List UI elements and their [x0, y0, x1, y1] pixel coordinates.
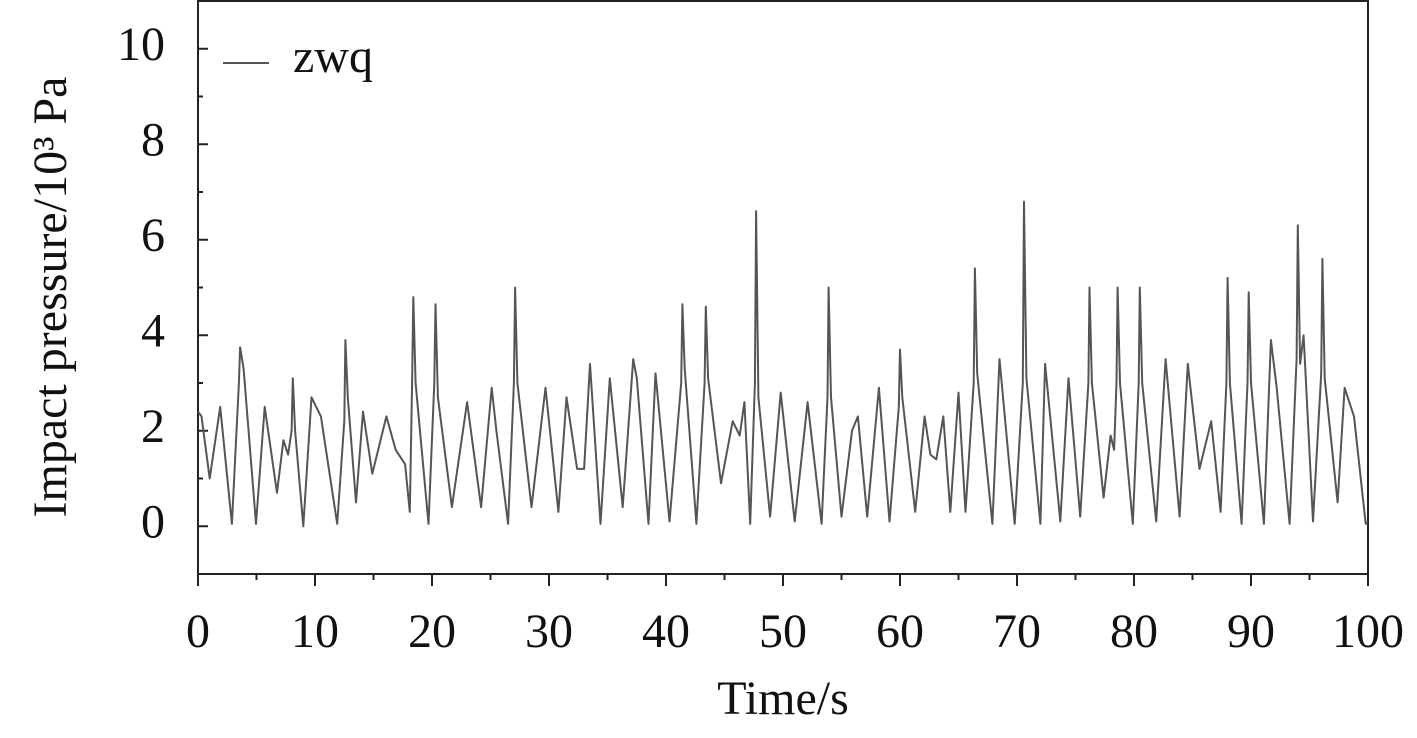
y-tick-label: 4 [141, 304, 165, 357]
x-tick-label: 30 [525, 605, 573, 658]
x-tick-label: 20 [408, 605, 456, 658]
legend-label: zwq [293, 30, 373, 83]
x-tick-label: 0 [186, 605, 210, 658]
x-tick-label: 80 [1110, 605, 1158, 658]
y-tick-label: 0 [141, 495, 165, 548]
x-tick-label: 70 [993, 605, 1041, 658]
x-tick-label: 10 [291, 605, 339, 658]
y-tick-label: 10 [117, 18, 165, 71]
x-tick-label: 100 [1332, 605, 1404, 658]
plot-frame [197, 0, 1369, 575]
data-line [197, 200, 1369, 528]
y-tick-label: 2 [141, 400, 165, 453]
x-tick-label: 90 [1227, 605, 1275, 658]
y-axis-title: Impact pressure/10³ Pa [24, 77, 77, 518]
x-tick-label: 50 [759, 605, 807, 658]
y-tick-label: 6 [141, 209, 165, 262]
x-tick-label: 40 [642, 605, 690, 658]
y-tick-label: 8 [141, 113, 165, 166]
x-tick-label: 60 [876, 605, 924, 658]
x-axis-title: Time/s [717, 672, 849, 725]
